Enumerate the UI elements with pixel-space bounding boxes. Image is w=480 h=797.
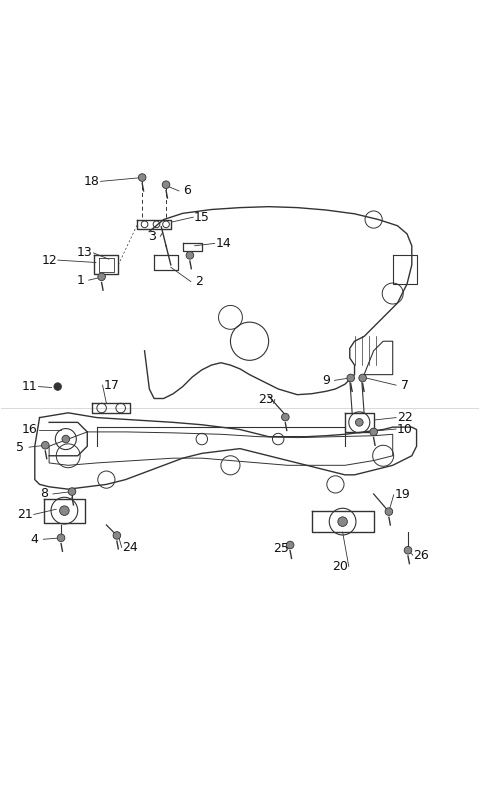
- Text: 18: 18: [84, 175, 100, 188]
- Circle shape: [57, 534, 65, 542]
- Text: 21: 21: [17, 508, 33, 521]
- Text: 15: 15: [194, 210, 210, 224]
- Circle shape: [370, 428, 377, 436]
- Text: 11: 11: [22, 380, 38, 393]
- Circle shape: [60, 506, 69, 516]
- Text: 16: 16: [22, 423, 38, 436]
- Text: 24: 24: [122, 541, 138, 554]
- Text: 14: 14: [216, 237, 231, 250]
- Circle shape: [281, 414, 289, 421]
- Text: 22: 22: [397, 411, 412, 424]
- Text: 17: 17: [103, 379, 119, 391]
- Text: 1: 1: [76, 273, 84, 287]
- Circle shape: [356, 418, 363, 426]
- Text: 20: 20: [332, 560, 348, 573]
- Text: 3: 3: [148, 230, 156, 243]
- Circle shape: [385, 508, 393, 516]
- Circle shape: [62, 435, 70, 443]
- Circle shape: [138, 174, 146, 182]
- Text: 9: 9: [322, 374, 330, 387]
- Circle shape: [359, 374, 366, 382]
- Text: 7: 7: [401, 379, 408, 391]
- Text: 5: 5: [16, 441, 24, 453]
- Circle shape: [68, 488, 76, 496]
- Text: 2: 2: [195, 275, 204, 288]
- Text: 6: 6: [183, 184, 192, 198]
- Circle shape: [338, 516, 348, 526]
- Text: 25: 25: [273, 542, 288, 556]
- Circle shape: [347, 374, 355, 382]
- Circle shape: [113, 532, 120, 540]
- Text: 13: 13: [77, 246, 93, 260]
- Text: 23: 23: [258, 393, 274, 406]
- Circle shape: [162, 181, 170, 189]
- Text: 4: 4: [31, 532, 39, 546]
- Circle shape: [98, 273, 106, 281]
- Text: 12: 12: [41, 253, 57, 267]
- Circle shape: [41, 442, 49, 449]
- Text: 19: 19: [395, 489, 410, 501]
- Circle shape: [286, 541, 294, 549]
- Circle shape: [404, 547, 412, 554]
- Text: 8: 8: [40, 488, 48, 501]
- Text: 10: 10: [396, 422, 413, 435]
- Circle shape: [54, 383, 61, 391]
- Text: 26: 26: [413, 548, 429, 562]
- Circle shape: [186, 252, 194, 259]
